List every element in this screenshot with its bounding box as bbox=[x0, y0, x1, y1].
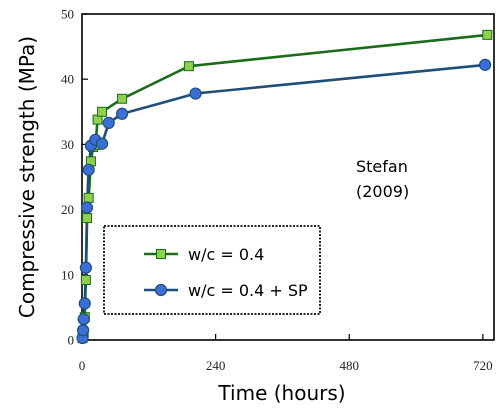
data-point-s1 bbox=[97, 106, 108, 117]
data-point-s2 bbox=[478, 58, 492, 71]
data-point-s2 bbox=[82, 163, 95, 176]
data-point-s2 bbox=[102, 116, 115, 129]
x-tick-label: 240 bbox=[206, 358, 226, 373]
plot-area: 0 10 20 30 40 50 0 240 480 720 bbox=[61, 7, 495, 373]
data-point-s2 bbox=[77, 313, 90, 326]
x-axis-title: Time (hours) bbox=[217, 381, 345, 405]
annotation-line-2: (2009) bbox=[356, 182, 409, 201]
data-point-s1 bbox=[80, 275, 91, 286]
data-point-s2 bbox=[95, 137, 109, 150]
y-axis-title: Compressive strength (MPa) bbox=[15, 36, 39, 318]
x-tick-label: 480 bbox=[339, 358, 359, 373]
data-point-s2 bbox=[77, 324, 90, 337]
data-point-s1 bbox=[482, 29, 493, 40]
data-point-s2 bbox=[80, 201, 94, 214]
x-tick-label: 720 bbox=[473, 358, 493, 373]
legend-label-2: w/c = 0.4 + SP bbox=[188, 281, 308, 300]
y-tick-label: 10 bbox=[61, 267, 74, 282]
legend-label-1: w/c = 0.4 bbox=[188, 245, 264, 264]
x-tick-label: 0 bbox=[79, 358, 86, 373]
data-point-s1 bbox=[117, 93, 128, 104]
annotation-line-1: Stefan bbox=[356, 157, 408, 176]
plot-frame bbox=[81, 13, 495, 341]
legend-marker-1 bbox=[156, 249, 166, 259]
legend-box bbox=[103, 225, 321, 315]
data-point-s2 bbox=[79, 261, 92, 274]
y-tick-label: 0 bbox=[68, 333, 75, 348]
y-tick-label: 20 bbox=[61, 202, 74, 217]
data-point-s1 bbox=[82, 213, 93, 224]
y-tick-label: 40 bbox=[61, 72, 74, 87]
legend: w/c = 0.4 w/c = 0.4 + SP bbox=[103, 225, 321, 315]
data-point-s1 bbox=[183, 61, 194, 72]
legend-marker-2 bbox=[154, 283, 168, 297]
data-point-s2 bbox=[78, 297, 91, 310]
data-point-s2 bbox=[115, 107, 129, 120]
y-tick-label: 30 bbox=[61, 137, 74, 152]
data-point-s2 bbox=[189, 87, 202, 100]
data-point-s1 bbox=[83, 192, 94, 203]
y-tick-label: 50 bbox=[61, 7, 74, 22]
